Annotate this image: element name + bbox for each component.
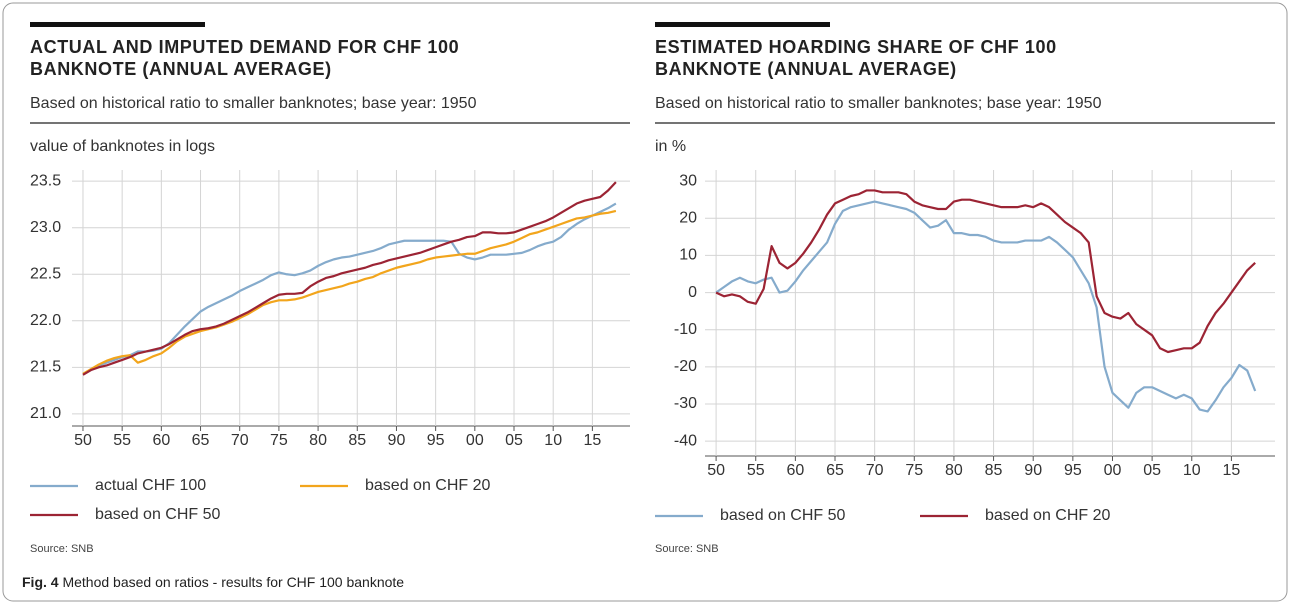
x-tick-label: 55 xyxy=(113,432,131,449)
x-tick-label: 70 xyxy=(231,432,249,449)
series-line xyxy=(82,181,617,376)
x-tick-label: 90 xyxy=(388,432,406,449)
x-tick-label: 00 xyxy=(1104,462,1122,479)
chart-title: BANKNOTE (ANNUAL AVERAGE) xyxy=(30,59,332,79)
chart-title: BANKNOTE (ANNUAL AVERAGE) xyxy=(655,59,957,79)
chart-title: ACTUAL AND IMPUTED DEMAND FOR CHF 100 xyxy=(30,37,459,57)
x-tick-label: 15 xyxy=(1222,462,1240,479)
x-tick-label: 85 xyxy=(985,462,1003,479)
caption-label: Fig. 4 xyxy=(22,574,59,590)
legend-label: based on CHF 50 xyxy=(720,507,846,524)
x-tick-label: 55 xyxy=(747,462,765,479)
y-tick-label: 22.5 xyxy=(30,265,61,282)
x-tick-label: 80 xyxy=(309,432,327,449)
y-tick-label: 20 xyxy=(679,210,697,227)
x-tick-label: 60 xyxy=(786,462,804,479)
x-tick-label: 75 xyxy=(270,432,288,449)
y-tick-label: 21.5 xyxy=(30,359,61,376)
y-tick-label: 0 xyxy=(688,284,697,301)
y-tick-label: 21.0 xyxy=(30,405,61,422)
title-bar xyxy=(30,22,205,27)
x-tick-label: 10 xyxy=(544,432,562,449)
x-tick-label: 90 xyxy=(1024,462,1042,479)
y-tick-label: 10 xyxy=(679,247,697,264)
x-tick-label: 70 xyxy=(866,462,884,479)
figure-caption: Fig. 4 Method based on ratios - results … xyxy=(22,574,404,590)
y-tick-label: -10 xyxy=(674,321,697,338)
y-axis-label: value of banknotes in logs xyxy=(30,138,215,155)
x-tick-label: 60 xyxy=(152,432,170,449)
x-tick-label: 80 xyxy=(945,462,963,479)
x-tick-label: 50 xyxy=(74,432,92,449)
x-tick-label: 85 xyxy=(348,432,366,449)
y-tick-label: -30 xyxy=(674,395,697,412)
y-axis-label: in % xyxy=(655,138,686,155)
x-tick-label: 50 xyxy=(707,462,725,479)
y-tick-label: 22.0 xyxy=(30,312,61,329)
legend-label: based on CHF 20 xyxy=(365,477,491,494)
series-line xyxy=(715,200,1257,413)
chart-subtitle: Based on historical ratio to smaller ban… xyxy=(655,95,1102,112)
legend-label: based on CHF 50 xyxy=(95,506,221,523)
caption-text: Method based on ratios - results for CHF… xyxy=(62,574,404,590)
chart-source: Source: SNB xyxy=(30,543,94,555)
series-line xyxy=(82,202,617,375)
series-line xyxy=(82,209,617,375)
x-tick-label: 05 xyxy=(505,432,523,449)
y-tick-label: -20 xyxy=(674,358,697,375)
x-tick-label: 00 xyxy=(466,432,484,449)
series-line xyxy=(715,189,1256,354)
x-tick-label: 10 xyxy=(1183,462,1201,479)
y-tick-label: 23.5 xyxy=(30,172,61,189)
x-tick-label: 15 xyxy=(583,432,601,449)
y-tick-label: 30 xyxy=(679,172,697,189)
x-tick-label: 95 xyxy=(427,432,445,449)
x-tick-label: 05 xyxy=(1143,462,1161,479)
y-tick-label: -40 xyxy=(674,432,697,449)
y-tick-label: 23.0 xyxy=(30,219,61,236)
x-tick-label: 95 xyxy=(1064,462,1082,479)
chart-subtitle: Based on historical ratio to smaller ban… xyxy=(30,95,477,112)
title-bar xyxy=(655,22,830,27)
chart-title: ESTIMATED HOARDING SHARE OF CHF 100 xyxy=(655,37,1057,57)
legend-label: based on CHF 20 xyxy=(985,507,1111,524)
x-tick-label: 65 xyxy=(192,432,210,449)
chart-source: Source: SNB xyxy=(655,543,719,555)
x-tick-label: 75 xyxy=(905,462,923,479)
legend-label: actual CHF 100 xyxy=(95,477,206,494)
x-tick-label: 65 xyxy=(826,462,844,479)
